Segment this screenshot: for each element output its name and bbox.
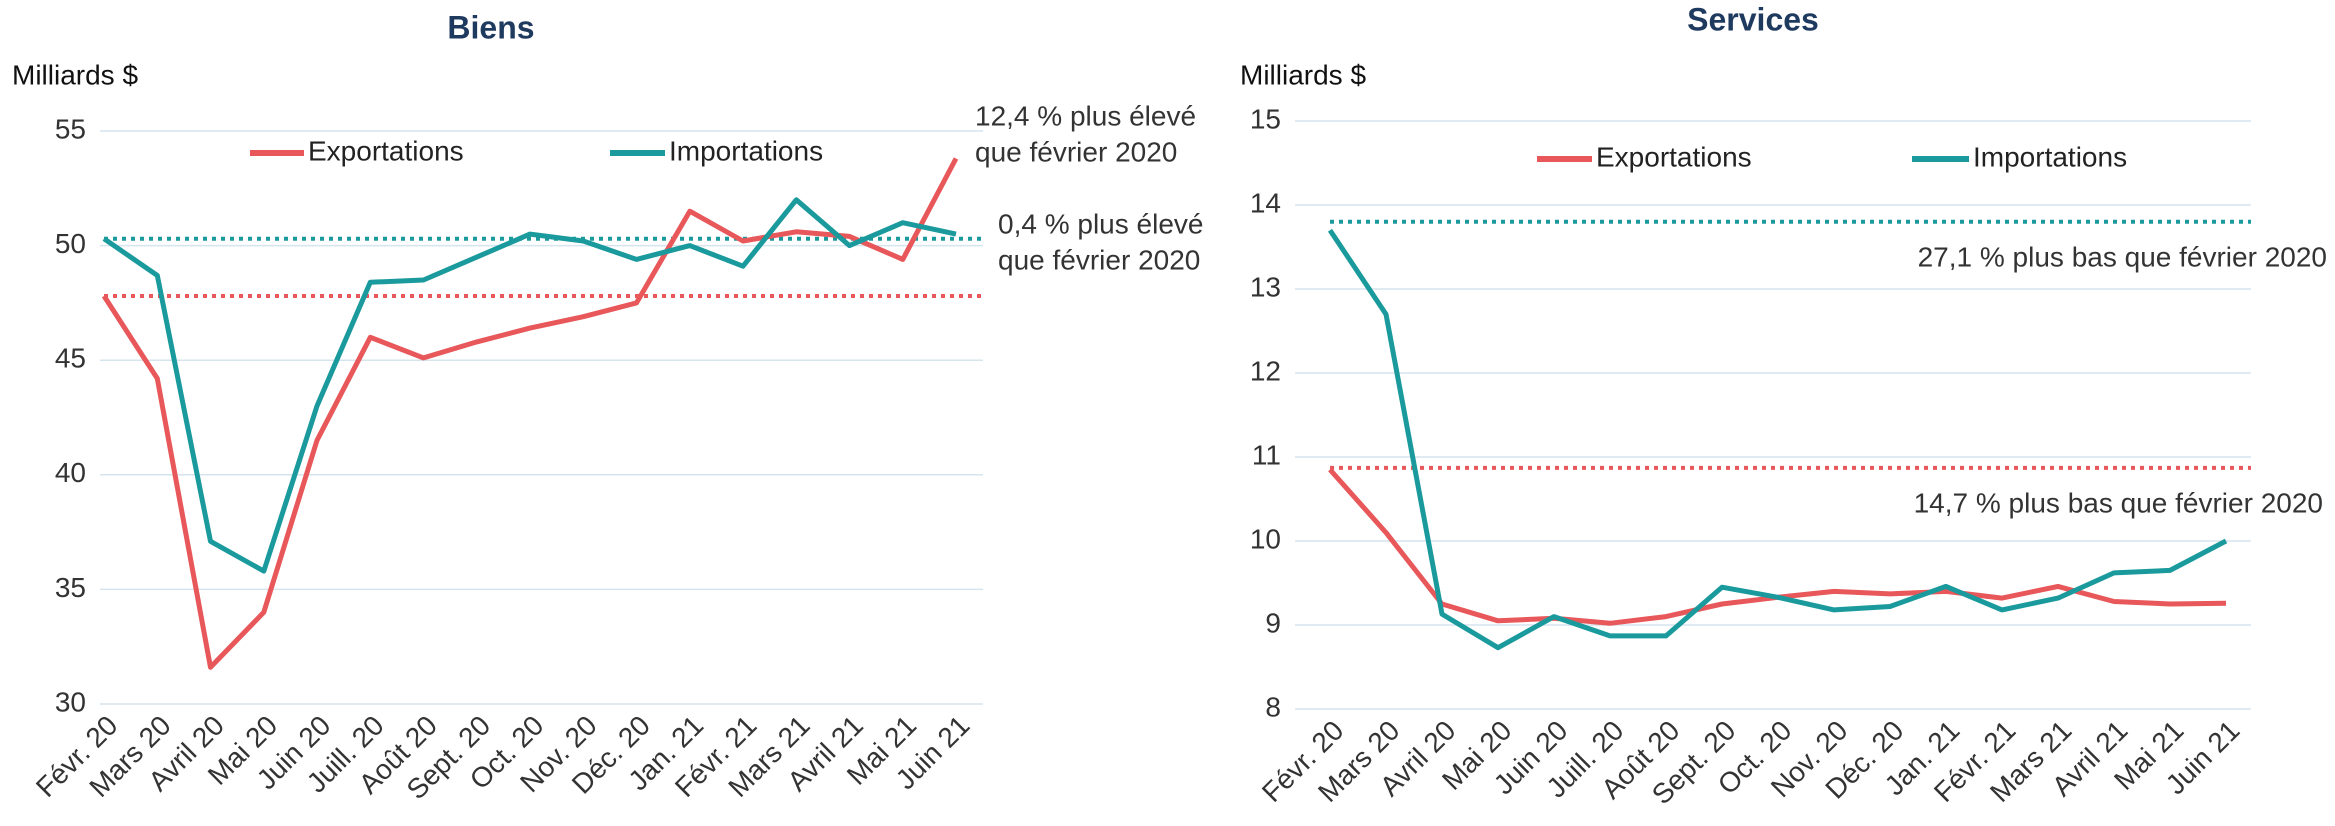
chart-title: Services xyxy=(1687,1,1819,37)
y-tick-label: 15 xyxy=(1250,103,1281,134)
annotation: que février 2020 xyxy=(998,244,1200,275)
y-tick-label: 50 xyxy=(55,228,86,259)
series-line xyxy=(101,157,959,670)
y-tick-label: 40 xyxy=(55,457,86,488)
legend-label: Importations xyxy=(669,135,823,166)
chart-title: Biens xyxy=(447,9,534,45)
y-tick-label: 13 xyxy=(1250,271,1281,302)
y-tick-label: 12 xyxy=(1250,355,1281,386)
legend-label: Exportations xyxy=(1596,141,1752,172)
y-tick-label: 10 xyxy=(1250,523,1281,554)
annotation: que février 2020 xyxy=(975,136,1177,167)
y-tick-label: 45 xyxy=(55,343,86,374)
y-axis-label: Milliards $ xyxy=(1240,59,1366,90)
y-tick-label: 35 xyxy=(55,572,86,603)
y-tick-label: 11 xyxy=(1252,439,1281,470)
y-tick-label: 14 xyxy=(1250,187,1281,218)
y-axis-label: Milliards $ xyxy=(12,59,138,90)
series-line xyxy=(1327,228,2228,651)
y-tick-label: 8 xyxy=(1265,691,1281,722)
annotation: 0,4 % plus élevé xyxy=(998,208,1203,239)
y-tick-label: 55 xyxy=(55,113,86,144)
series-line xyxy=(102,197,957,574)
y-tick-label: 30 xyxy=(55,686,86,717)
annotation: 12,4 % plus élevé xyxy=(975,100,1196,131)
annotation: 27,1 % plus bas que février 2020 xyxy=(1918,241,2327,272)
legend-label: Exportations xyxy=(308,135,464,166)
y-tick-label: 9 xyxy=(1265,607,1281,638)
annotation: 14,7 % plus bas que février 2020 xyxy=(1914,487,2323,518)
legend-label: Importations xyxy=(1973,141,2127,172)
